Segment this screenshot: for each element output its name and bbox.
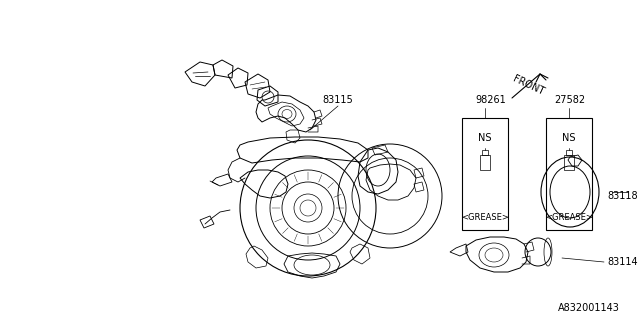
Text: <GREASE>: <GREASE> [545,213,593,222]
Bar [546,118,592,230]
Text: 98261: 98261 [476,95,506,105]
Text: NS: NS [563,133,576,143]
Text: 83118: 83118 [607,191,638,201]
Text: FRONT: FRONT [511,73,545,97]
Text: A832001143: A832001143 [558,303,620,313]
Text: 27582: 27582 [554,95,586,105]
Text: 83114: 83114 [607,257,638,267]
Text: 83115: 83115 [323,95,353,105]
Text: <GREASE>: <GREASE> [461,213,509,222]
Bar [462,118,508,230]
Text: NS: NS [478,133,492,143]
